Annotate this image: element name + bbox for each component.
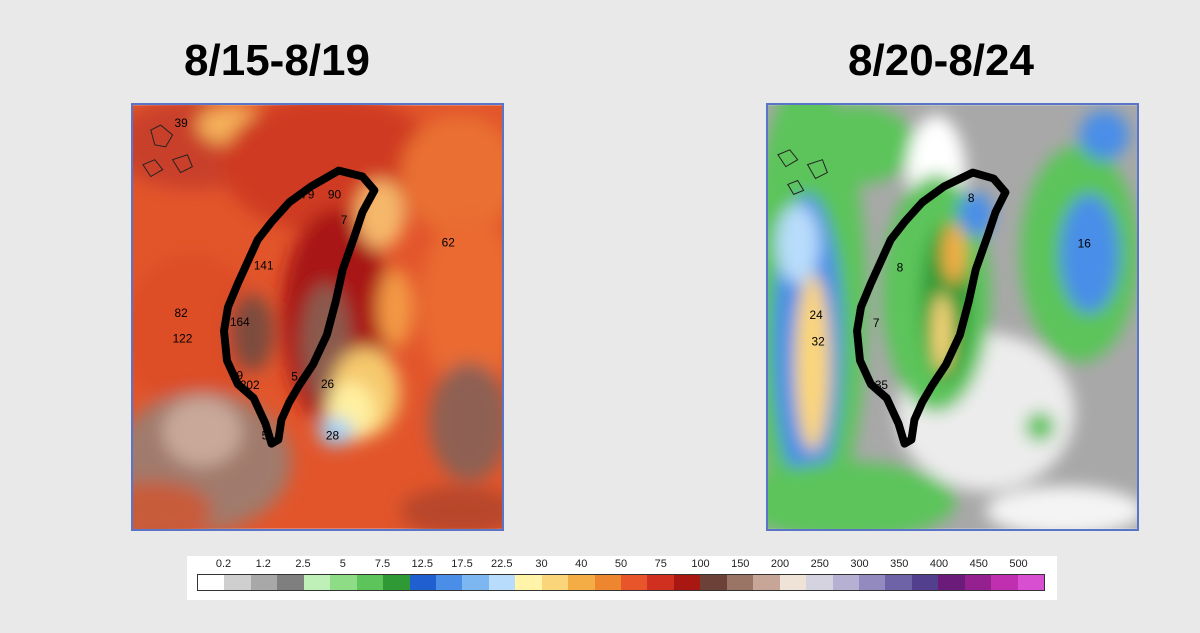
legend-tick-label: 12.5	[411, 558, 433, 570]
rainfall-map-left: 39 79 90 7 62 141 82 164 122 5 26 19 202…	[131, 103, 504, 531]
legend-color-cell	[303, 575, 331, 590]
map-value: 35	[875, 378, 889, 392]
map-value: 16	[1078, 237, 1092, 251]
legend-color-cell	[356, 575, 384, 590]
legend-color-cell	[885, 575, 912, 590]
map-value: 24	[810, 308, 824, 322]
legend-tick-label: 150	[731, 558, 750, 570]
legend-color-cell	[198, 575, 225, 590]
legend-color-cell	[991, 575, 1018, 590]
legend-tick-label: 22.5	[491, 558, 513, 570]
legend-color-cell	[938, 575, 965, 590]
legend-color-cell	[462, 575, 489, 590]
map-value: 62	[442, 236, 455, 250]
map-value: 164	[230, 315, 250, 329]
map-value: 122	[173, 332, 193, 346]
legend-color-cell	[911, 575, 939, 590]
legend-color-cell	[594, 575, 621, 590]
map-value: 8	[968, 191, 975, 205]
panel-title-left: 8/15-8/19	[184, 36, 370, 85]
legend-color-cell	[647, 575, 674, 590]
legend-color-cell	[673, 575, 701, 590]
legend-color-cell	[515, 575, 542, 590]
legend-color-cell	[541, 575, 569, 590]
legend-tick-label: 350	[890, 558, 909, 570]
map-value: 8	[897, 260, 904, 274]
legend-color-cell	[832, 575, 859, 590]
legend-tick-label: 450	[969, 558, 988, 570]
legend-tick-label: 5	[339, 558, 346, 570]
legend-color-cell	[621, 575, 648, 590]
map-value: 7	[341, 213, 348, 227]
legend-tick-label: 500	[1009, 558, 1028, 570]
legend-tick-label: 40	[575, 558, 588, 570]
map-value: 90	[328, 187, 342, 201]
legend-color-cell	[224, 575, 251, 590]
map-value: 141	[254, 259, 274, 273]
legend-color-cell	[806, 575, 833, 590]
legend-color-cell	[330, 575, 357, 590]
legend-tick-label: 400	[929, 558, 949, 570]
color-scale-legend: 0.2 1.2 2.5 5 7.5 12.5 17.5 22.5 30 40 50 75 100 150 2…	[187, 556, 1057, 600]
legend-color-cell	[726, 575, 754, 590]
legend-color-cell	[858, 575, 886, 590]
legend-tick-label: 100	[691, 558, 710, 570]
rainfall-map-right: 8 16 8 24 7 32 35	[766, 103, 1139, 531]
legend-tick-label: 50	[614, 558, 628, 570]
map-value: 19	[230, 368, 244, 382]
map-value: 7	[873, 316, 880, 330]
map-value: 28	[326, 429, 340, 443]
legend-color-cell	[250, 575, 278, 590]
map-value: 202	[240, 378, 260, 392]
map-value: 32	[812, 335, 825, 349]
map-value: 79	[301, 187, 315, 201]
legend-tick-label: 250	[810, 558, 829, 570]
legend-color-bar	[197, 574, 1045, 591]
legend-color-cell	[700, 575, 727, 590]
legend-color-cell	[277, 575, 304, 590]
legend-tick-label: 30	[535, 558, 548, 570]
legend-color-cell	[568, 575, 595, 590]
legend-color-cell	[964, 575, 992, 590]
legend-tick-label: 17.5	[451, 558, 473, 570]
legend-tick-label: 1.2	[255, 558, 271, 570]
map-value: 5	[262, 429, 269, 443]
legend-tick-label: 200	[770, 558, 790, 570]
map-value: 82	[175, 306, 188, 320]
legend-color-cell	[409, 575, 436, 590]
legend-tick-label: 2.5	[295, 558, 311, 570]
legend-tick-label: 7.5	[374, 558, 391, 570]
legend-tick-label: 300	[850, 558, 869, 570]
legend-color-cell	[1017, 575, 1044, 590]
legend-color-cell	[383, 575, 410, 590]
legend-color-cell	[779, 575, 807, 590]
map-value: 26	[321, 377, 335, 391]
legend-color-cell	[488, 575, 516, 590]
legend-tick-labels: 0.2 1.2 2.5 5 7.5 12.5 17.5 22.5 30 40 50 75 100 150 2…	[187, 558, 1057, 574]
legend-tick-label: 0.2	[215, 558, 232, 570]
legend-color-cell	[435, 575, 463, 590]
legend-color-cell	[753, 575, 780, 590]
map-value: 5	[291, 369, 298, 383]
map-value: 39	[175, 116, 189, 130]
legend-tick-label: 75	[654, 558, 667, 570]
panel-title-right: 8/20-8/24	[848, 36, 1034, 85]
